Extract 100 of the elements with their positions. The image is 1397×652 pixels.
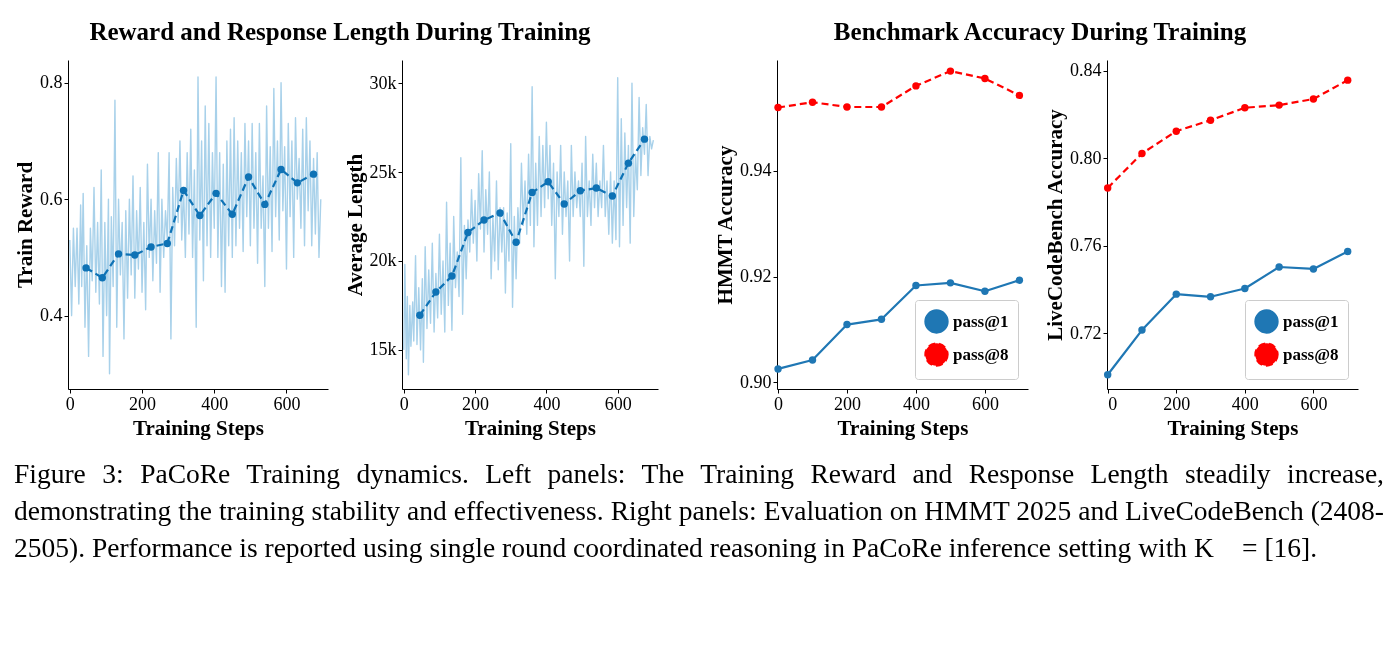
y-tick-label: 0.4 <box>40 305 63 326</box>
x-axis-title: Training Steps <box>465 415 596 440</box>
y-tick-label: 0.94 <box>740 160 772 181</box>
x-tick-label: 0 <box>399 393 409 414</box>
point <box>309 170 318 178</box>
legend-label: pass@8 <box>1283 344 1339 364</box>
point <box>774 103 782 112</box>
y-tick-label: 20k <box>369 250 397 271</box>
point <box>1275 101 1283 109</box>
y-axis-title: HMMT Accuracy <box>713 145 737 305</box>
point <box>496 209 504 217</box>
y-tick-label: 0.72 <box>1070 322 1102 343</box>
point <box>592 184 601 192</box>
legend-label: pass@8 <box>953 344 1009 364</box>
point <box>1309 95 1318 103</box>
point <box>1344 76 1352 84</box>
point <box>448 272 456 280</box>
point <box>114 250 123 258</box>
point <box>981 287 989 295</box>
point <box>416 311 424 319</box>
point <box>774 365 782 373</box>
x-tick-label: 600 <box>1300 393 1328 414</box>
point <box>528 188 536 197</box>
point <box>608 192 617 200</box>
y-tick-label: 0.84 <box>1070 60 1102 81</box>
x-axis-title: Training Steps <box>1167 415 1299 440</box>
x-tick-label: 600 <box>971 393 999 414</box>
point <box>1138 149 1146 158</box>
caption: Figure 3: PaCoRe Training dynamics. Left panels: The Training Reward and Response Length steadily increase, demonstrating the training stability and effectiveness. Right panels: Evaluation on HMMT 2025 and LiveCodeBench (2408-2505). Performance is reported using single round coordinated reasoning in PaCoRe inference setting with K⃗ = [16]. <box>14 457 1384 565</box>
point <box>576 187 584 195</box>
y-tick-label: 25k <box>369 161 397 182</box>
point <box>147 243 155 251</box>
x-tick-label: 200 <box>1163 393 1191 414</box>
chart-title: Benchmark Accuracy During Training <box>833 18 1247 47</box>
point <box>843 103 851 111</box>
chart-title: Reward and Response Length During Training <box>89 18 591 47</box>
point <box>1103 184 1112 192</box>
point <box>293 179 302 187</box>
point <box>808 98 817 106</box>
point <box>560 200 568 208</box>
x-tick-label: 200 <box>129 393 157 414</box>
y-axis-title: Train Reward <box>13 161 37 289</box>
point <box>1344 247 1352 256</box>
y-tick-label: 0.90 <box>740 371 772 392</box>
point <box>1172 290 1180 298</box>
x-tick-label: 600 <box>604 393 632 414</box>
point <box>131 251 139 259</box>
x-tick-label: 0 <box>65 393 75 414</box>
y-axis-title: LiveCodeBench Accuracy <box>1043 108 1067 341</box>
point <box>1015 91 1024 100</box>
point <box>212 189 220 198</box>
point <box>1275 263 1283 271</box>
point <box>640 135 649 143</box>
point <box>912 281 920 290</box>
point <box>877 103 886 111</box>
point <box>946 67 955 75</box>
point <box>1241 284 1249 293</box>
point <box>843 320 851 329</box>
point <box>1241 104 1249 112</box>
point <box>512 238 520 246</box>
point <box>946 279 955 287</box>
point <box>544 178 552 186</box>
y-tick-label: 0.6 <box>40 188 63 209</box>
y-tick-label: 0.92 <box>740 266 772 287</box>
point <box>1206 116 1215 124</box>
point <box>1138 326 1146 334</box>
point <box>877 315 886 323</box>
x-tick-label: 0 <box>774 393 784 414</box>
point <box>228 210 237 219</box>
point <box>981 74 989 83</box>
point <box>432 288 440 296</box>
point <box>464 228 472 237</box>
legend-label: pass@1 <box>1283 311 1339 331</box>
point <box>912 82 920 90</box>
point <box>261 200 269 209</box>
x-tick-label: 0 <box>1108 393 1118 414</box>
point <box>98 274 107 282</box>
x-tick-label: 400 <box>201 393 229 414</box>
y-tick-label: 0.80 <box>1070 147 1102 168</box>
point <box>277 165 285 174</box>
point <box>244 173 253 181</box>
point <box>163 239 172 248</box>
point <box>196 211 204 220</box>
line-series <box>403 77 655 376</box>
line-series <box>69 76 322 375</box>
legend-label: pass@1 <box>953 311 1009 331</box>
x-axis-title: Training Steps <box>133 415 264 440</box>
point <box>82 264 90 272</box>
point <box>808 356 817 364</box>
point <box>1015 276 1024 284</box>
point <box>1103 371 1112 379</box>
y-tick-label: 30k <box>369 72 397 93</box>
x-tick-label: 400 <box>1231 393 1259 414</box>
point <box>624 159 633 167</box>
point <box>480 216 488 224</box>
point <box>1206 293 1215 301</box>
x-axis-title: Training Steps <box>837 415 969 440</box>
point <box>1172 127 1180 135</box>
x-tick-label: 400 <box>902 393 930 414</box>
y-tick-label: 0.8 <box>40 72 63 93</box>
